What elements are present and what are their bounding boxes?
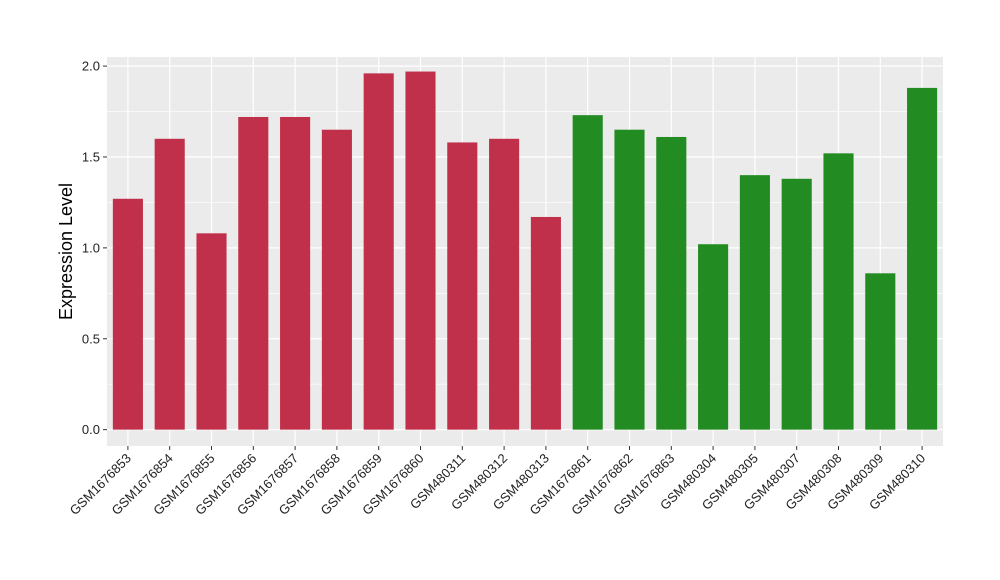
y-tick-label: 0.5: [82, 331, 100, 346]
bar-GSM1676858: [321, 129, 352, 430]
y-tick-label: 1.0: [82, 240, 100, 255]
y-tick-label: 1.5: [82, 149, 100, 164]
bar-GSM480308: [823, 153, 854, 430]
bar-series: [112, 71, 938, 430]
bar-GSM1676860: [405, 71, 436, 430]
bar-GSM1676854: [154, 138, 185, 430]
bar-GSM480311: [447, 142, 478, 430]
y-tick-label: 0.0: [82, 422, 100, 437]
y-tick-label: 2.0: [82, 59, 100, 74]
bar-GSM1676859: [363, 73, 394, 430]
bar-GSM1676857: [280, 116, 311, 430]
bar-GSM1676853: [112, 198, 143, 430]
bar-GSM1676862: [614, 129, 645, 430]
bar-GSM1676863: [656, 136, 687, 430]
bar-GSM1676861: [572, 115, 603, 430]
bar-GSM480307: [781, 178, 812, 430]
bar-GSM480312: [489, 138, 520, 430]
bar-GSM480309: [865, 273, 896, 430]
plot-panel: [107, 57, 943, 446]
bar-GSM1676855: [196, 233, 227, 430]
bar-GSM480310: [907, 87, 938, 430]
bar-GSM480313: [530, 216, 561, 430]
x-axis: GSM1676853GSM1676854GSM1676855GSM1676856…: [67, 446, 928, 518]
bar-GSM480305: [739, 175, 770, 430]
y-axis-title: Expression Level: [56, 183, 76, 320]
bar-GSM1676856: [238, 116, 269, 430]
y-axis: 0.0 0.5 1.0 1.5 2.0: [82, 59, 107, 437]
bar-GSM480304: [698, 244, 729, 430]
